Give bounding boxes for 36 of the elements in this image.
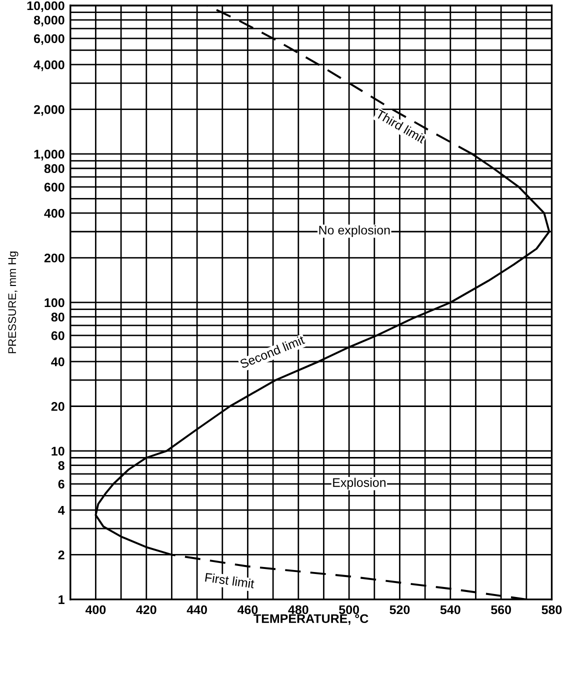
y-tick-label: 400 (44, 208, 64, 218)
y-tick-label: 8,000 (34, 16, 64, 26)
y-tick-label: 40 (51, 357, 64, 366)
x-tick-label: 420 (136, 605, 156, 614)
y-axis-title: PRESSURE, mm Hg (8, 252, 18, 354)
x-tick-label: 560 (491, 605, 511, 614)
annotation: First limit (205, 572, 255, 588)
annotation: No explosion (319, 225, 390, 238)
y-tick-label: 20 (51, 402, 64, 411)
y-tick-label: 600 (44, 182, 64, 192)
y-tick-label: 80 (51, 312, 64, 322)
y-tick-label: 1,000 (34, 150, 64, 160)
y-tick-label: 800 (44, 164, 64, 174)
y-tick-label: 4 (58, 506, 65, 515)
y-tick-label: 1 (58, 595, 64, 604)
y-tick-label: 10,000 (27, 1, 64, 12)
x-tick-label: 520 (390, 605, 410, 614)
y-tick-label: 8 (58, 461, 64, 470)
y-tick-label: 2 (58, 550, 64, 560)
y-tick-label: 10 (52, 446, 64, 456)
y-tick-label: 100 (44, 298, 64, 308)
y-tick-label: 200 (44, 254, 64, 262)
y-tick-label: 6,000 (34, 34, 64, 45)
y-tick-label: 60 (51, 331, 64, 340)
x-tick-label: 440 (186, 605, 207, 614)
x-tick-label: 580 (542, 605, 562, 614)
y-tick-label: 2,000 (34, 105, 64, 116)
y-tick-label: 6 (58, 480, 64, 489)
x-tick-label: 460 (237, 605, 258, 614)
x-tick-label: 400 (85, 605, 106, 614)
x-tick-label: 480 (288, 605, 308, 614)
x-tick-label: 500 (339, 605, 359, 614)
annotation: Explosion (333, 478, 386, 490)
y-tick-label: 4,000 (34, 60, 64, 72)
x-axis-title: TEMPERATURE, °C (254, 614, 368, 625)
x-tick-label: 540 (440, 605, 460, 614)
